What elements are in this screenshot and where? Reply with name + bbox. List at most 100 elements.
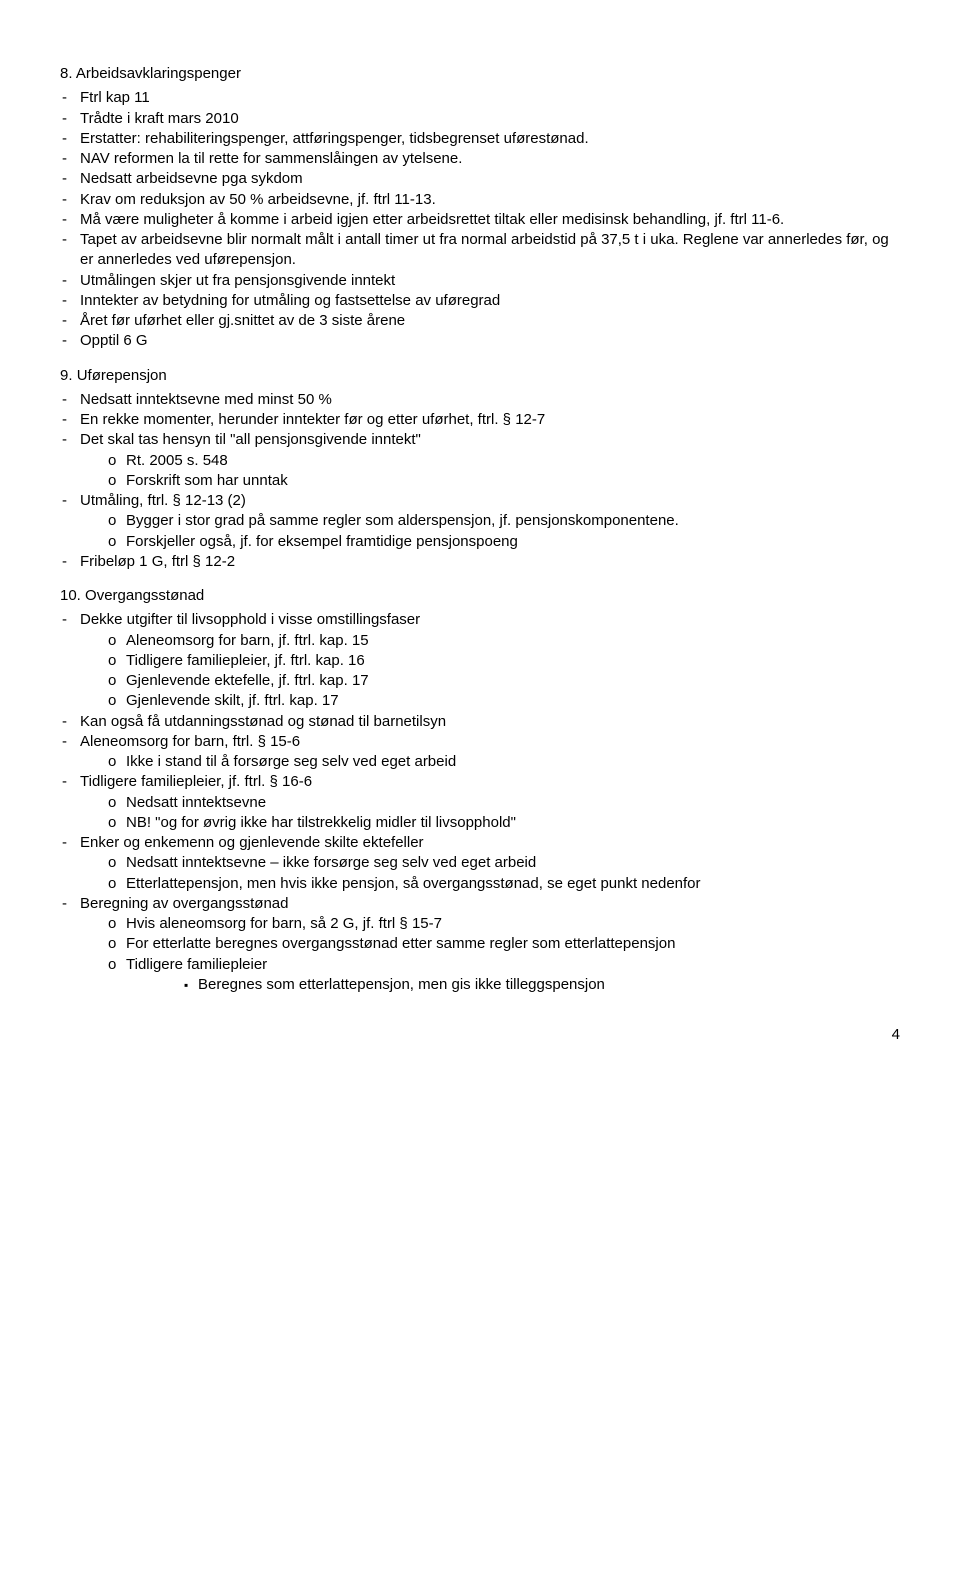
list-item: Ftrl kap 11 bbox=[60, 88, 900, 108]
list-item: Beregnes som etterlattepensjon, men gis … bbox=[126, 975, 900, 995]
list-item-text: Opptil 6 G bbox=[80, 332, 148, 349]
section-title: Arbeidsavklaringspenger bbox=[76, 65, 241, 82]
list-item: Utmålingen skjer ut fra pensjonsgivende … bbox=[60, 271, 900, 291]
list-item: Ikke i stand til å forsørge seg selv ved… bbox=[80, 752, 900, 772]
section-title: Uførepensjon bbox=[77, 367, 167, 384]
list-item-text: Gjenlevende skilt, jf. ftrl. kap. 17 bbox=[126, 692, 339, 709]
section-heading: 10. Overgangsstønad bbox=[60, 586, 900, 606]
list-item-text: Forskrift som har unntak bbox=[126, 472, 288, 489]
section-number: 10. bbox=[60, 587, 85, 604]
list-item-text: Utmålingen skjer ut fra pensjonsgivende … bbox=[80, 272, 395, 289]
list-item-text: Inntekter av betydning for utmåling og f… bbox=[80, 292, 500, 309]
list-item-text: Erstatter: rehabiliteringspenger, attfør… bbox=[80, 130, 589, 147]
document-body: 8. Arbeidsavklaringspenger Ftrl kap 11 Trå… bbox=[60, 64, 900, 995]
list-item-text: Tapet av arbeidsevne blir normalt målt i… bbox=[80, 231, 889, 268]
list-item-text: Ftrl kap 11 bbox=[80, 89, 150, 106]
list-item-text: Rt. 2005 s. 548 bbox=[126, 452, 228, 469]
dash-list: Ftrl kap 11 Trådte i kraft mars 2010 Ersta… bbox=[60, 88, 900, 351]
list-item: Dekke utgifter til livsopphold i visse o… bbox=[60, 610, 900, 711]
section-number: 9. bbox=[60, 367, 77, 384]
list-item: Rt. 2005 s. 548 bbox=[80, 451, 900, 471]
list-item: Krav om reduksjon av 50 % arbeidsevne, j… bbox=[60, 190, 900, 210]
list-item: Bygger i stor grad på samme regler som a… bbox=[80, 511, 900, 531]
circle-list: Nedsatt inntektsevne – ikke forsørge seg… bbox=[80, 853, 900, 894]
list-item: Nedsatt arbeidsevne pga sykdom bbox=[60, 169, 900, 189]
list-item: NAV reformen la til rette for sammenslåi… bbox=[60, 149, 900, 169]
circle-list: Ikke i stand til å forsørge seg selv ved… bbox=[80, 752, 900, 772]
list-item: Trådte i kraft mars 2010 bbox=[60, 109, 900, 129]
list-item: Gjenlevende ektefelle, jf. ftrl. kap. 17 bbox=[80, 671, 900, 691]
list-item-text: Etterlattepensjon, men hvis ikke pensjon… bbox=[126, 875, 701, 892]
list-item: Gjenlevende skilt, jf. ftrl. kap. 17 bbox=[80, 691, 900, 711]
list-item: Nedsatt inntektsevne med minst 50 % bbox=[60, 390, 900, 410]
list-item-text: Forskjeller også, jf. for eksempel framt… bbox=[126, 533, 518, 550]
list-item: Beregning av overgangsstønad Hvis aleneom… bbox=[60, 894, 900, 995]
dash-list: Dekke utgifter til livsopphold i visse o… bbox=[60, 610, 900, 995]
circle-list: Bygger i stor grad på samme regler som a… bbox=[80, 511, 900, 552]
list-item: For etterlatte beregnes overgangsstønad … bbox=[80, 934, 900, 954]
section-title: Overgangsstønad bbox=[85, 587, 204, 604]
list-item-text: Kan også få utdanningsstønad og stønad t… bbox=[80, 713, 446, 730]
list-item-text: Dekke utgifter til livsopphold i visse o… bbox=[80, 611, 420, 628]
list-item-text: Nedsatt inntektsevne – ikke forsørge seg… bbox=[126, 854, 536, 871]
list-item: Opptil 6 G bbox=[60, 331, 900, 351]
list-item-text: For etterlatte beregnes overgangsstønad … bbox=[126, 935, 675, 952]
section-number: 8. bbox=[60, 65, 76, 82]
dash-list: Nedsatt inntektsevne med minst 50 % En re… bbox=[60, 390, 900, 572]
list-item-text: Aleneomsorg for barn, ftrl. § 15-6 bbox=[80, 733, 300, 750]
list-item: Året før uførhet eller gj.snittet av de … bbox=[60, 311, 900, 331]
list-item: Tidligere familiepleier, jf. ftrl. kap. … bbox=[80, 651, 900, 671]
circle-list: Nedsatt inntektsevne NB! "og for øvrig ik… bbox=[80, 793, 900, 834]
list-item-text: Ikke i stand til å forsørge seg selv ved… bbox=[126, 753, 456, 770]
list-item: Aleneomsorg for barn, ftrl. § 15-6 Ikke i… bbox=[60, 732, 900, 773]
section-heading: 9. Uførepensjon bbox=[60, 366, 900, 386]
list-item-text: Nedsatt inntektsevne med minst 50 % bbox=[80, 391, 332, 408]
list-item: Etterlattepensjon, men hvis ikke pensjon… bbox=[80, 874, 900, 894]
list-item-text: Trådte i kraft mars 2010 bbox=[80, 110, 239, 127]
list-item: Forskrift som har unntak bbox=[80, 471, 900, 491]
list-item-text: Gjenlevende ektefelle, jf. ftrl. kap. 17 bbox=[126, 672, 369, 689]
list-item: Enker og enkemenn og gjenlevende skilte … bbox=[60, 833, 900, 894]
list-item: Tidligere familiepleier, jf. ftrl. § 16-… bbox=[60, 772, 900, 833]
list-item: Hvis aleneomsorg for barn, så 2 G, jf. f… bbox=[80, 914, 900, 934]
list-item: Tidligere familiepleier Beregnes som ette… bbox=[80, 955, 900, 996]
list-item: Nedsatt inntektsevne bbox=[80, 793, 900, 813]
list-item-text: Nedsatt arbeidsevne pga sykdom bbox=[80, 170, 303, 187]
list-item: Aleneomsorg for barn, jf. ftrl. kap. 15 bbox=[80, 631, 900, 651]
list-item: En rekke momenter, herunder inntekter fø… bbox=[60, 410, 900, 430]
list-item: Må være muligheter å komme i arbeid igje… bbox=[60, 210, 900, 230]
list-item: NB! "og for øvrig ikke har tilstrekkelig… bbox=[80, 813, 900, 833]
list-item-text: Nedsatt inntektsevne bbox=[126, 794, 266, 811]
list-item-text: Året før uførhet eller gj.snittet av de … bbox=[80, 312, 405, 329]
list-item-text: Utmåling, ftrl. § 12-13 (2) bbox=[80, 492, 246, 509]
list-item-text: Enker og enkemenn og gjenlevende skilte … bbox=[80, 834, 424, 851]
circle-list: Hvis aleneomsorg for barn, så 2 G, jf. f… bbox=[80, 914, 900, 995]
list-item: Nedsatt inntektsevne – ikke forsørge seg… bbox=[80, 853, 900, 873]
list-item-text: En rekke momenter, herunder inntekter fø… bbox=[80, 411, 545, 428]
list-item-text: Aleneomsorg for barn, jf. ftrl. kap. 15 bbox=[126, 632, 369, 649]
list-item-text: NB! "og for øvrig ikke har tilstrekkelig… bbox=[126, 814, 516, 831]
list-item-text: Krav om reduksjon av 50 % arbeidsevne, j… bbox=[80, 191, 436, 208]
section-heading: 8. Arbeidsavklaringspenger bbox=[60, 64, 900, 84]
list-item: Det skal tas hensyn til "all pensjonsgiv… bbox=[60, 430, 900, 491]
list-item: Inntekter av betydning for utmåling og f… bbox=[60, 291, 900, 311]
list-item-text: NAV reformen la til rette for sammenslåi… bbox=[80, 150, 462, 167]
list-item-text: Hvis aleneomsorg for barn, så 2 G, jf. f… bbox=[126, 915, 442, 932]
list-item-text: Bygger i stor grad på samme regler som a… bbox=[126, 512, 679, 529]
list-item-text: Det skal tas hensyn til "all pensjonsgiv… bbox=[80, 431, 421, 448]
list-item-text: Beregning av overgangsstønad bbox=[80, 895, 288, 912]
square-list: Beregnes som etterlattepensjon, men gis … bbox=[126, 975, 900, 995]
list-item-text: Tidligere familiepleier, jf. ftrl. kap. … bbox=[126, 652, 365, 669]
list-item: Forskjeller også, jf. for eksempel framt… bbox=[80, 532, 900, 552]
list-item: Kan også få utdanningsstønad og stønad t… bbox=[60, 712, 900, 732]
list-item-text: Må være muligheter å komme i arbeid igje… bbox=[80, 211, 784, 228]
list-item: Utmåling, ftrl. § 12-13 (2) Bygger i stor… bbox=[60, 491, 900, 552]
list-item-text: Beregnes som etterlattepensjon, men gis … bbox=[198, 976, 605, 993]
list-item-text: Tidligere familiepleier bbox=[126, 956, 267, 973]
list-item: Tapet av arbeidsevne blir normalt målt i… bbox=[60, 230, 900, 271]
page-number: 4 bbox=[60, 1025, 900, 1045]
circle-list: Rt. 2005 s. 548 Forskrift som har unntak bbox=[80, 451, 900, 492]
list-item-text: Tidligere familiepleier, jf. ftrl. § 16-… bbox=[80, 773, 312, 790]
list-item: Fribeløp 1 G, ftrl § 12-2 bbox=[60, 552, 900, 572]
list-item-text: Fribeløp 1 G, ftrl § 12-2 bbox=[80, 553, 235, 570]
